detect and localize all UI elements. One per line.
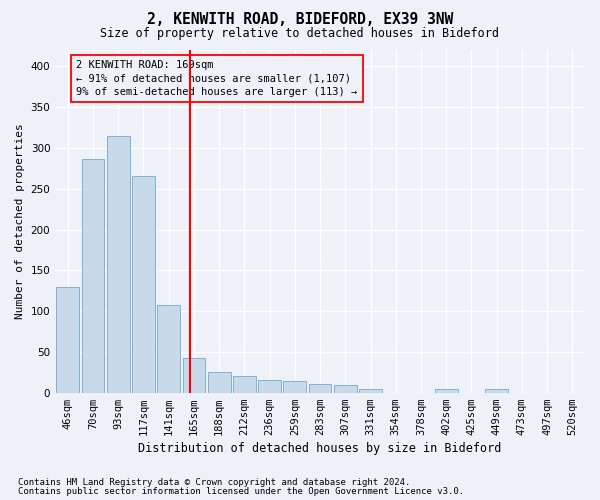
X-axis label: Distribution of detached houses by size in Bideford: Distribution of detached houses by size … — [139, 442, 502, 455]
Bar — [132, 176, 155, 392]
Bar — [82, 158, 104, 392]
Bar — [435, 390, 458, 392]
Y-axis label: Number of detached properties: Number of detached properties — [15, 124, 25, 319]
Bar — [56, 286, 79, 393]
Bar — [182, 358, 205, 392]
Bar — [157, 306, 180, 392]
Bar — [233, 376, 256, 392]
Bar — [359, 388, 382, 392]
Bar — [283, 382, 306, 392]
Text: Size of property relative to detached houses in Bideford: Size of property relative to detached ho… — [101, 28, 499, 40]
Bar — [309, 384, 331, 392]
Text: Contains public sector information licensed under the Open Government Licence v3: Contains public sector information licen… — [18, 487, 464, 496]
Bar — [485, 390, 508, 392]
Bar — [208, 372, 230, 392]
Bar — [258, 380, 281, 392]
Bar — [334, 384, 356, 392]
Bar — [107, 136, 130, 392]
Text: Contains HM Land Registry data © Crown copyright and database right 2024.: Contains HM Land Registry data © Crown c… — [18, 478, 410, 487]
Text: 2, KENWITH ROAD, BIDEFORD, EX39 3NW: 2, KENWITH ROAD, BIDEFORD, EX39 3NW — [147, 12, 453, 28]
Text: 2 KENWITH ROAD: 169sqm
← 91% of detached houses are smaller (1,107)
9% of semi-d: 2 KENWITH ROAD: 169sqm ← 91% of detached… — [76, 60, 358, 96]
